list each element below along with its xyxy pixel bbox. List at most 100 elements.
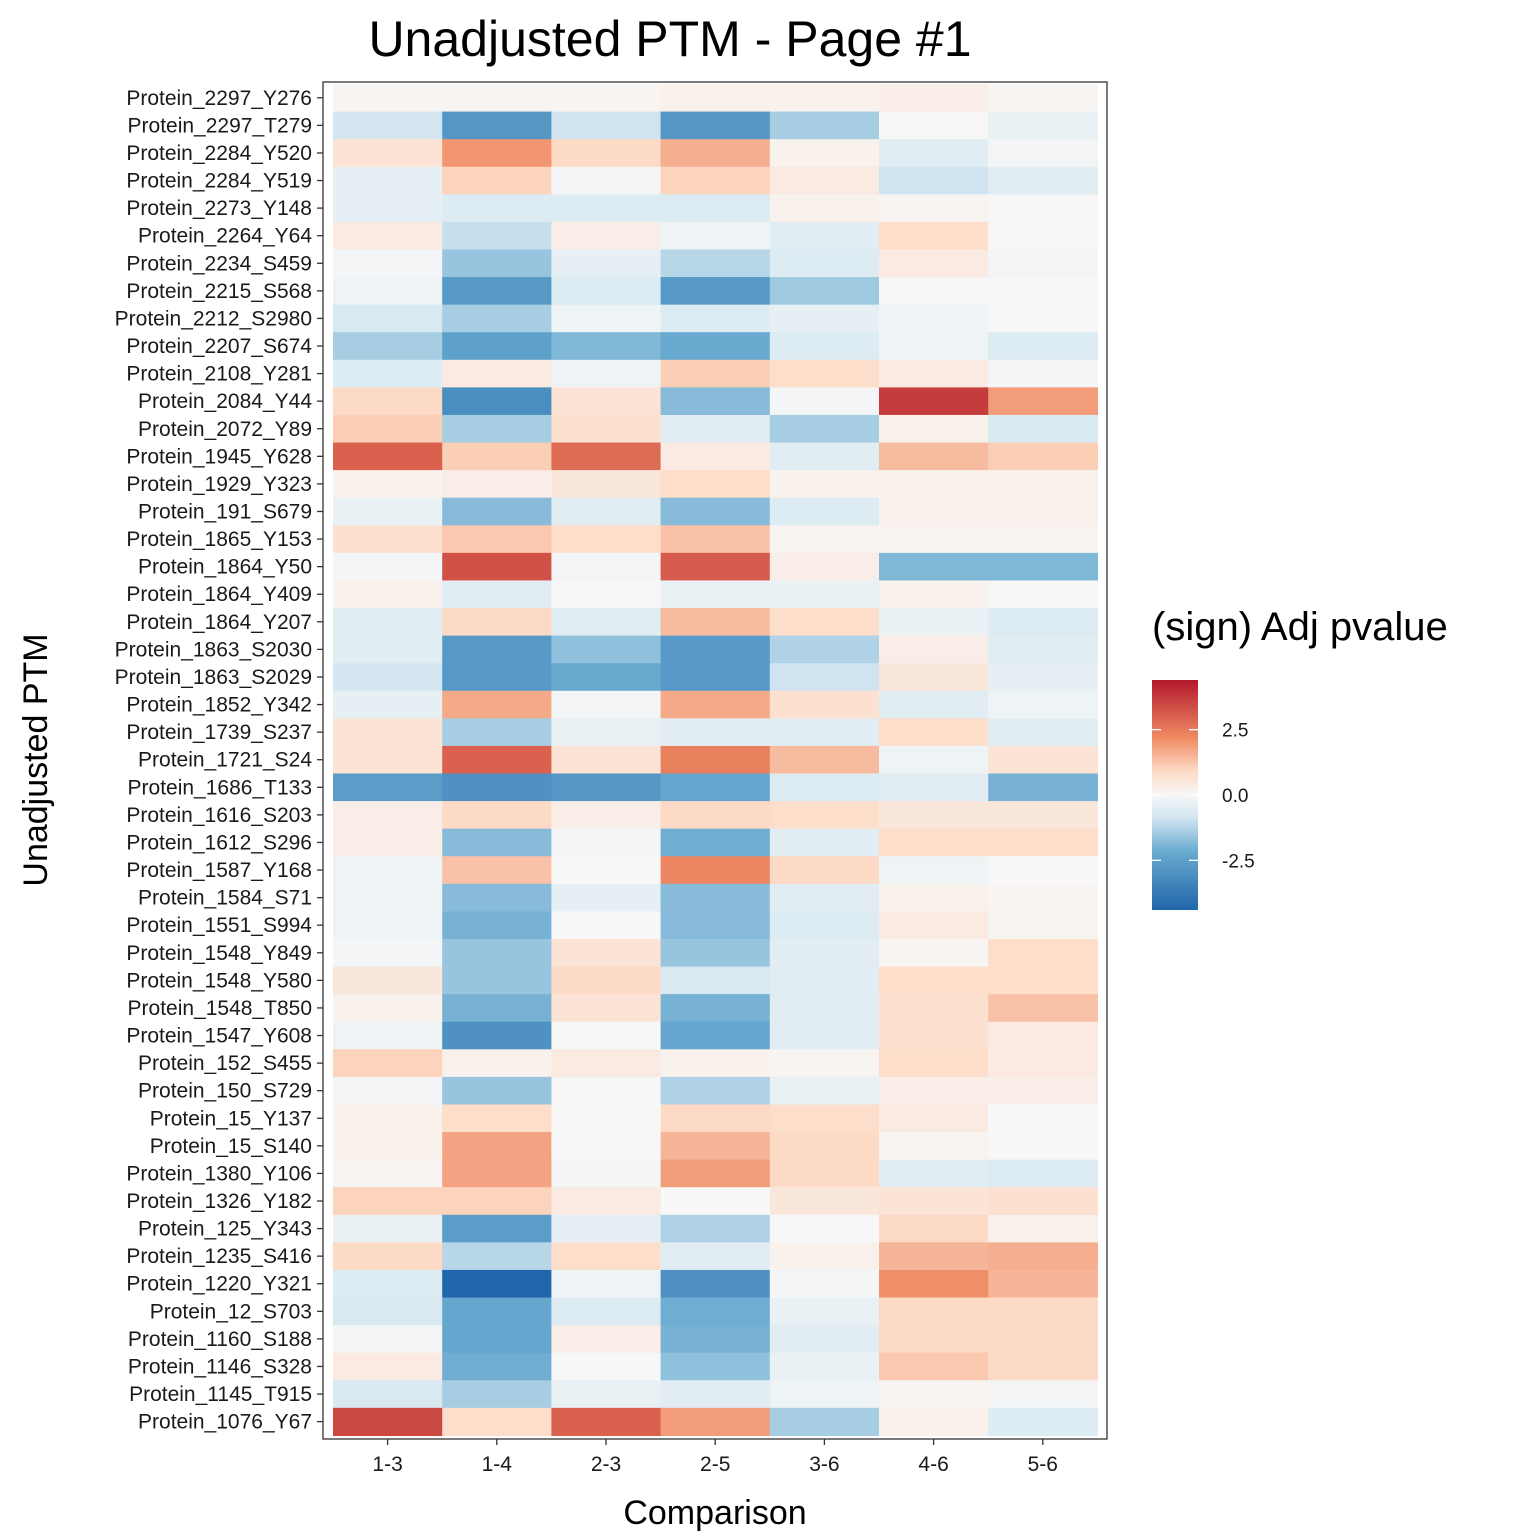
heatmap-cell — [769, 84, 880, 113]
heatmap-cell — [551, 1076, 662, 1106]
y-tick-label: Protein_125_Y343 — [138, 1218, 312, 1241]
heatmap-cell — [442, 166, 552, 195]
heatmap-cell — [333, 635, 443, 664]
heatmap-cell — [660, 1269, 771, 1299]
heatmap-cell — [551, 497, 662, 526]
heatmap-cell — [442, 745, 552, 775]
legend-ticks: 2.5 0.0 -2.5 — [1152, 721, 1255, 872]
y-tick-label: Protein_2284_Y519 — [126, 170, 312, 193]
heatmap-cell — [333, 938, 443, 968]
heatmap-cell — [551, 1407, 662, 1437]
heatmap-cell — [879, 497, 989, 526]
heatmap-cell — [660, 387, 771, 416]
heatmap-cell — [988, 1187, 1098, 1216]
y-tick-label: Protein_150_S729 — [138, 1080, 312, 1103]
heatmap-cell — [879, 1021, 989, 1050]
heatmap-cell — [879, 552, 989, 582]
heatmap-cell — [660, 663, 771, 692]
heatmap-cell — [333, 745, 443, 775]
y-tick-label: Protein_1739_S237 — [126, 721, 312, 744]
heatmap-cell — [879, 690, 989, 719]
heatmap-cell — [660, 580, 771, 609]
heatmap-cell — [660, 277, 771, 306]
heatmap-cell — [551, 84, 662, 113]
heatmap-cell — [551, 1021, 662, 1050]
heatmap-cell — [988, 332, 1098, 361]
heatmap-cell — [769, 801, 880, 830]
heatmap-cell — [769, 1132, 880, 1161]
heatmap-cell — [442, 1352, 552, 1381]
heatmap-cell — [551, 828, 662, 857]
y-tick-label: Protein_2084_Y44 — [138, 390, 312, 413]
heatmap-cell — [442, 1297, 552, 1326]
heatmap-cell — [442, 387, 552, 416]
heatmap-cell — [988, 249, 1098, 278]
y-tick-label: Protein_2108_Y281 — [126, 363, 312, 386]
heatmap-cell — [988, 139, 1098, 168]
heatmap-cell — [551, 635, 662, 664]
heatmap-cell — [551, 442, 662, 471]
y-tick-label: Protein_1548_Y849 — [126, 942, 312, 965]
heatmap-cell — [988, 635, 1098, 664]
heatmap-cell — [333, 414, 443, 444]
y-tick-label: Protein_2297_Y276 — [126, 87, 312, 110]
heatmap-cell — [551, 1352, 662, 1381]
heatmap-cell — [333, 608, 443, 637]
heatmap-cell — [551, 1187, 662, 1216]
heatmap-cell — [769, 1049, 880, 1078]
heatmap-cell — [333, 1076, 443, 1106]
heatmap-cell — [988, 194, 1098, 223]
heatmap-cell — [660, 718, 771, 747]
heatmap-cell — [333, 883, 443, 912]
heatmap-cell — [879, 111, 989, 140]
heatmap-cell — [769, 194, 880, 223]
heatmap-cell — [442, 1076, 552, 1106]
heatmap-cell — [442, 856, 552, 885]
heatmap-cell — [769, 966, 880, 995]
heatmap-cell — [333, 111, 443, 140]
heatmap-cell — [988, 608, 1098, 637]
heatmap-cell — [660, 801, 771, 830]
heatmap-cell — [333, 304, 443, 333]
heatmap-cell — [879, 1049, 989, 1078]
heatmap-cell — [879, 663, 989, 692]
heatmap-cell — [333, 552, 443, 582]
heatmap-cell — [442, 966, 552, 995]
heatmap-cell — [660, 304, 771, 333]
heatmap-cell — [333, 442, 443, 471]
heatmap-cell — [551, 663, 662, 692]
heatmap-cell — [333, 994, 443, 1023]
heatmap-cell — [769, 663, 880, 692]
heatmap-cell — [879, 139, 989, 168]
heatmap-cell — [660, 497, 771, 526]
heatmap-cell — [988, 911, 1098, 940]
heatmap-cell — [442, 1132, 552, 1161]
heatmap-cell — [769, 1242, 880, 1271]
heatmap-cell — [988, 580, 1098, 609]
y-tick-label: Protein_1864_Y409 — [126, 583, 312, 606]
y-tick-label: Protein_15_Y137 — [150, 1107, 312, 1130]
heatmap-cell — [333, 1297, 443, 1326]
heatmap-cell — [551, 938, 662, 968]
y-tick-label: Protein_1612_S296 — [126, 831, 312, 854]
heatmap-cell — [551, 883, 662, 912]
heatmap-cell — [333, 718, 443, 747]
heatmap-cell — [988, 1352, 1098, 1381]
heatmap-cell — [660, 111, 771, 140]
heatmap-cell — [879, 966, 989, 995]
y-tick-label: Protein_12_S703 — [150, 1300, 312, 1323]
heatmap-cell — [988, 1076, 1098, 1106]
heatmap-cell — [660, 745, 771, 775]
heatmap-cell — [442, 883, 552, 912]
heatmap-cell — [879, 580, 989, 609]
y-tick-label: Protein_2212_S2980 — [115, 307, 312, 330]
heatmap-cell — [333, 387, 443, 416]
heatmap-cell — [988, 773, 1098, 802]
heatmap-cell — [988, 690, 1098, 719]
heatmap-cell — [660, 84, 771, 113]
heatmap-cell — [551, 221, 662, 251]
heatmap-cell — [988, 1242, 1098, 1271]
heatmap-cell — [769, 580, 880, 609]
heatmap-cell — [660, 1021, 771, 1050]
